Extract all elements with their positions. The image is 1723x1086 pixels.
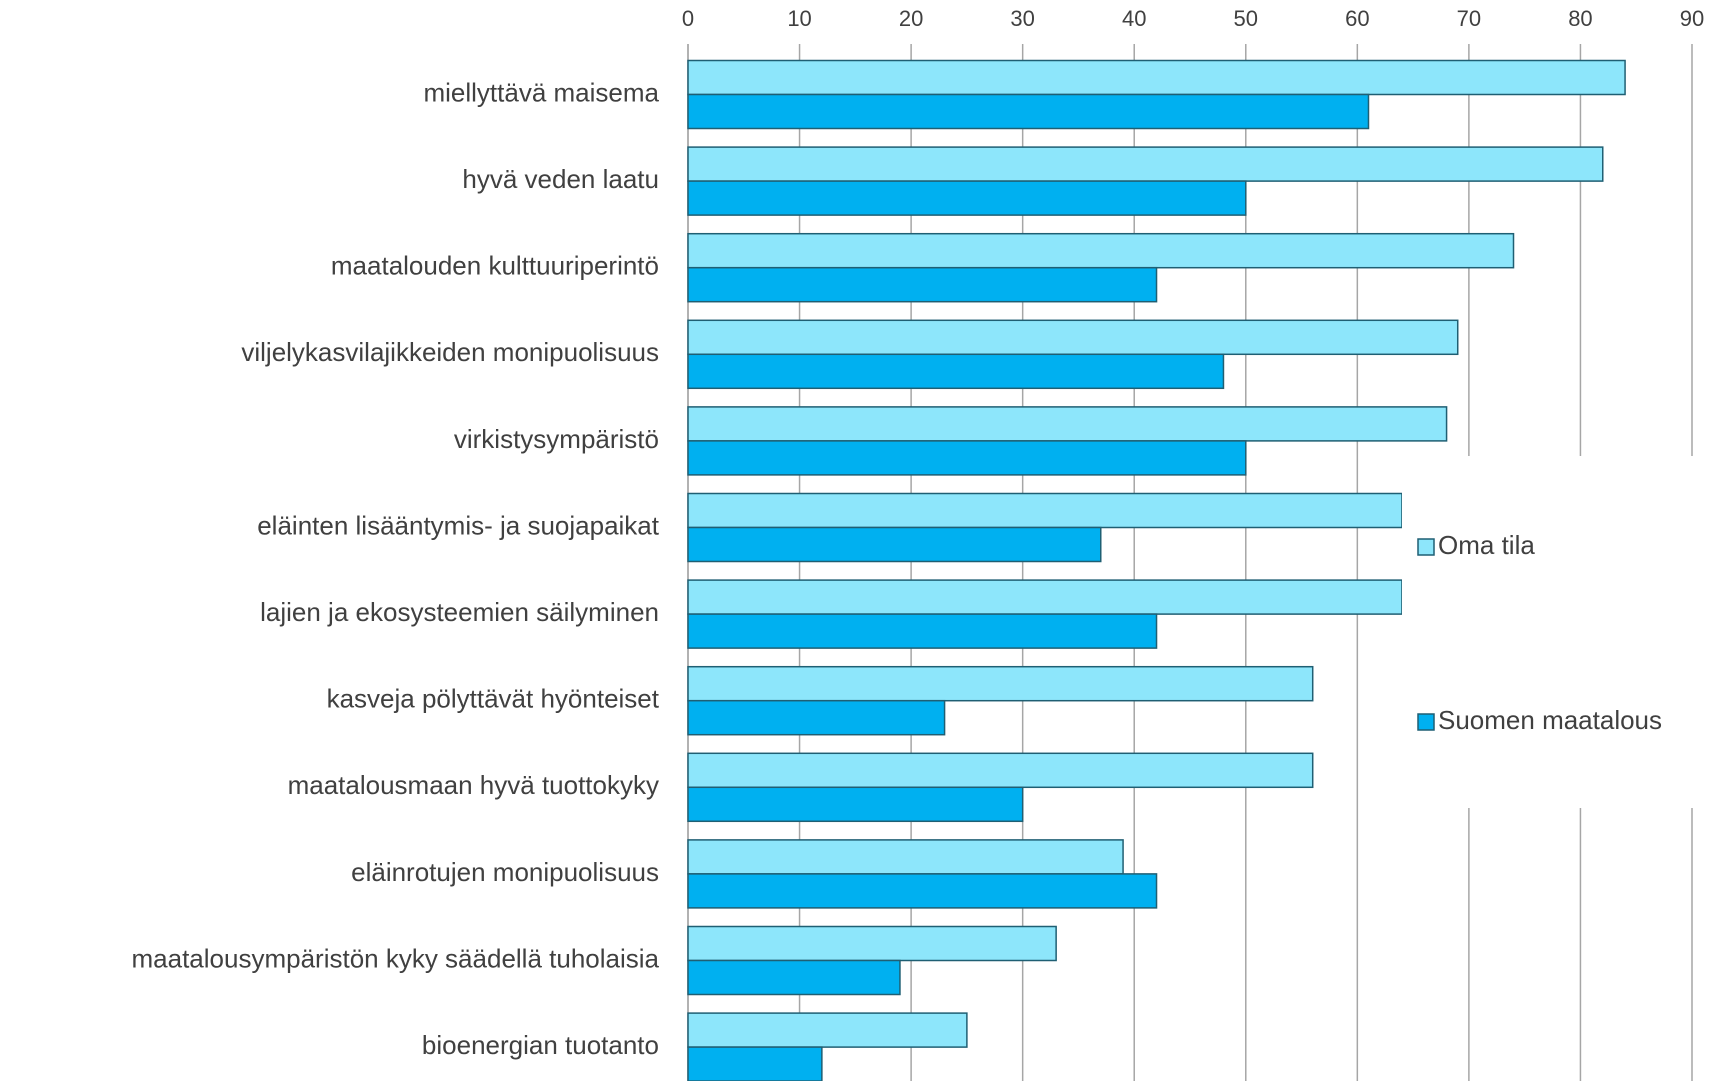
bar: [687, 959, 901, 996]
bar: [687, 93, 1370, 130]
legend-swatch: [1417, 538, 1435, 556]
category-label: lajien ja ekosysteemien säilyminen: [260, 597, 659, 627]
x-tick-label: 0: [682, 6, 694, 31]
bar: [687, 146, 1604, 182]
x-tick-label: 40: [1122, 6, 1146, 31]
bar: [687, 353, 1225, 390]
x-tick-label: 60: [1345, 6, 1369, 31]
bar: [687, 492, 1403, 529]
bar: [687, 925, 1057, 962]
category-label: maatalouden kulttuuriperintö: [331, 251, 659, 281]
bar: [687, 873, 1158, 909]
bar: [687, 1012, 968, 1048]
bar: [687, 319, 1459, 356]
bar: [687, 526, 1102, 563]
legend-box: [1402, 456, 1723, 808]
bar: [687, 613, 1158, 649]
category-label: hyvä veden laatu: [462, 164, 659, 194]
bar: [687, 839, 1124, 875]
legend-label: Suomen maatalous: [1438, 705, 1662, 735]
category-label: virkistysympäristö: [454, 424, 659, 454]
category-label: maatalousympäristön kyky säädellä tuhola…: [132, 943, 660, 973]
x-tick-label: 50: [1234, 6, 1258, 31]
bar: [687, 579, 1403, 615]
x-tick-label: 20: [899, 6, 923, 31]
category-label: maatalousmaan hyvä tuottokyky: [288, 770, 659, 800]
bar: [687, 1046, 823, 1082]
legend-label: Oma tila: [1438, 530, 1535, 560]
bar: [687, 440, 1247, 476]
bar: [687, 266, 1158, 303]
category-label: eläinten lisääntymis- ja suojapaikat: [257, 510, 660, 540]
x-tick-label: 80: [1568, 6, 1592, 31]
category-label: eläinrotujen monipuolisuus: [351, 857, 659, 887]
x-tick-label: 70: [1457, 6, 1481, 31]
x-tick-label: 30: [1010, 6, 1034, 31]
bar: [687, 699, 946, 736]
x-tick-label: 90: [1680, 6, 1704, 31]
x-tick-label: 10: [787, 6, 811, 31]
bar: [687, 406, 1448, 442]
bar: [687, 752, 1314, 789]
bar: [687, 665, 1314, 702]
category-label: viljelykasvilajikkeiden monipuolisuus: [241, 337, 659, 367]
bar: [687, 232, 1515, 269]
legend-swatch: [1417, 713, 1435, 731]
category-label: kasveja pölyttävät hyönteiset: [327, 684, 660, 714]
bar: [687, 180, 1247, 216]
bar: [687, 59, 1626, 96]
category-label: miellyttävä maisema: [423, 77, 659, 107]
category-label: bioenergian tuotanto: [422, 1030, 659, 1060]
bar: [687, 786, 1024, 823]
